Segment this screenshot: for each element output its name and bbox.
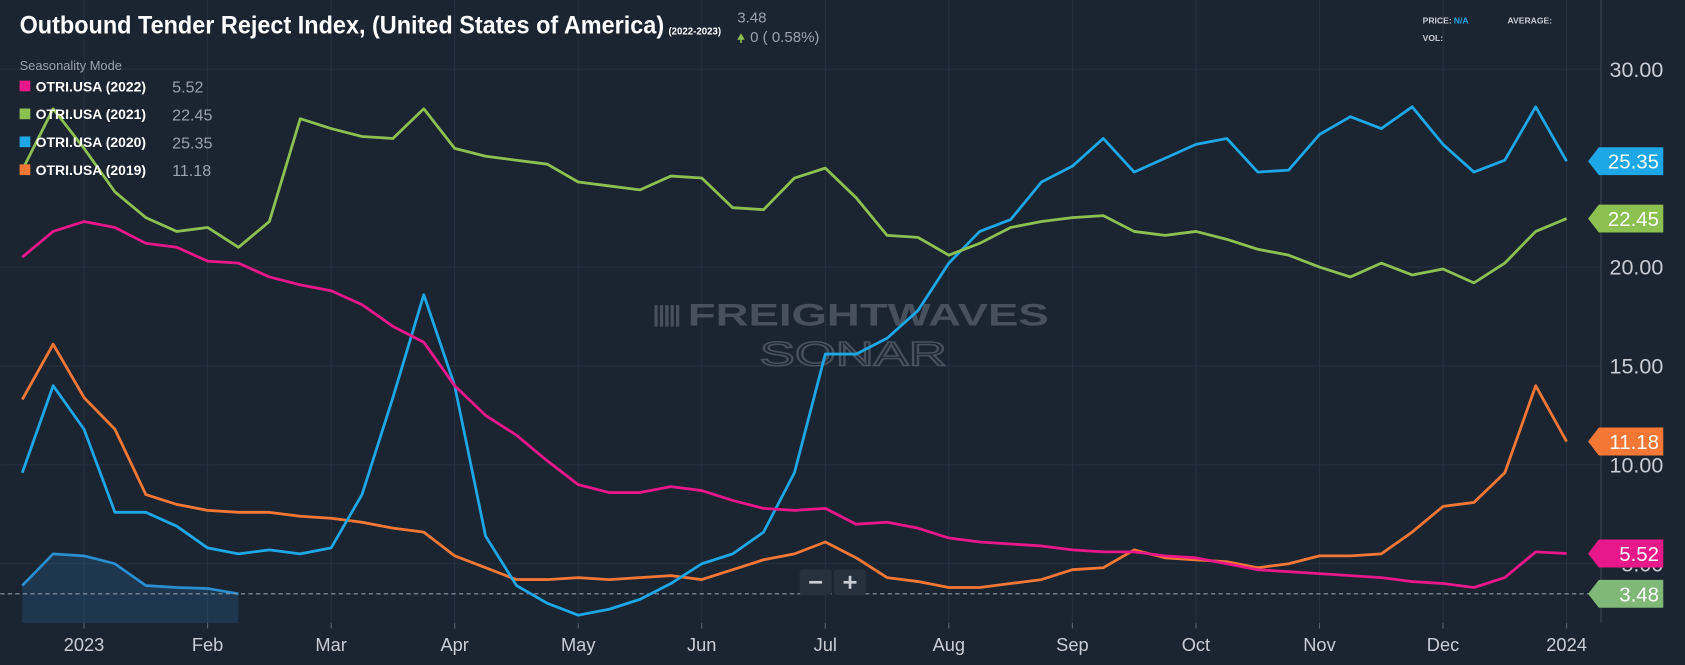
up-arrow [737,33,745,40]
x-tick-label: Apr [440,634,468,655]
legend-swatch [19,164,31,176]
zoom-controls [799,569,867,596]
current-line [21,552,239,596]
legend: OTRI.USA (2022) 5.52 OTRI.USA (2021) 22.45 O… [19,78,212,180]
x-tick-label: Nov [1303,634,1336,655]
current-value: 3.48 [737,10,766,27]
x-tick-label: Mar [315,634,346,655]
watermark-logo [654,305,680,327]
legend-value: 5.52 [172,78,203,96]
x-tick-label: Jul [814,634,837,655]
series-line [21,342,1568,589]
axis: 5.0010.0015.0020.0030.002023FebMarAprMay… [64,58,1664,655]
y-tick-label: 10.00 [1610,453,1664,477]
series-line [20,105,1568,617]
period: (2022-2023) [668,26,721,37]
y-tick-label: 20.00 [1610,256,1664,280]
legend-value: 22.45 [172,106,212,124]
x-tick-label: 2023 [64,634,105,655]
change: 0 ( 0.58%) [750,29,819,46]
legend-name: OTRI.USA (2021) [36,106,146,122]
value-badge-label: 25.35 [1608,152,1659,174]
legend-name: OTRI.USA (2022) [36,78,146,94]
value-badge-label: 11.18 [1609,432,1659,454]
legend-name: OTRI.USA (2020) [36,134,146,150]
current-area [22,553,239,624]
legend-value: 25.35 [172,134,212,152]
vol-label: VOL: [1423,33,1444,43]
y-tick-label: 30.00 [1610,58,1664,82]
price: N/A [1454,16,1469,26]
watermark: FREIGHTWAVES SONAR [654,298,1049,374]
value-badge [1588,204,1664,233]
mode: Seasonality Mode [20,58,122,73]
value-badge [1588,147,1664,176]
x-tick-label: Dec [1427,634,1459,655]
x-tick-label: May [561,634,596,655]
value-badge [1588,427,1664,456]
legend-swatch [19,136,31,148]
plot [0,105,1601,624]
current-badge-label: 3.48 [1619,584,1659,606]
price-label: PRICE: [1423,16,1452,26]
legend-value: 11.18 [172,162,211,180]
legend-swatch [19,108,31,120]
grid [0,0,1601,624]
current-badge [1588,579,1664,608]
x-tick-label: Oct [1182,634,1210,655]
watermark-brand: FREIGHTWAVES [688,298,1049,333]
x-tick-label: Feb [192,634,223,655]
value-badge-label: 5.52 [1619,544,1659,566]
legend-swatch [19,80,31,92]
value-badge [1588,539,1664,568]
value-badge-label: 22.45 [1608,209,1659,231]
title: Outbound Tender Reject Index, (United St… [20,12,665,39]
series-line [21,107,1568,285]
x-tick-label: Jun [687,634,716,655]
x-tick-label: Aug [933,634,965,655]
average-label: AVERAGE: [1508,16,1553,26]
series-line [21,220,1567,589]
legend-name: OTRI.USA (2019) [36,162,146,178]
y-tick-label: 15.00 [1610,354,1664,378]
x-tick-label: 2024 [1546,634,1587,655]
x-tick-label: Sep [1056,634,1088,655]
